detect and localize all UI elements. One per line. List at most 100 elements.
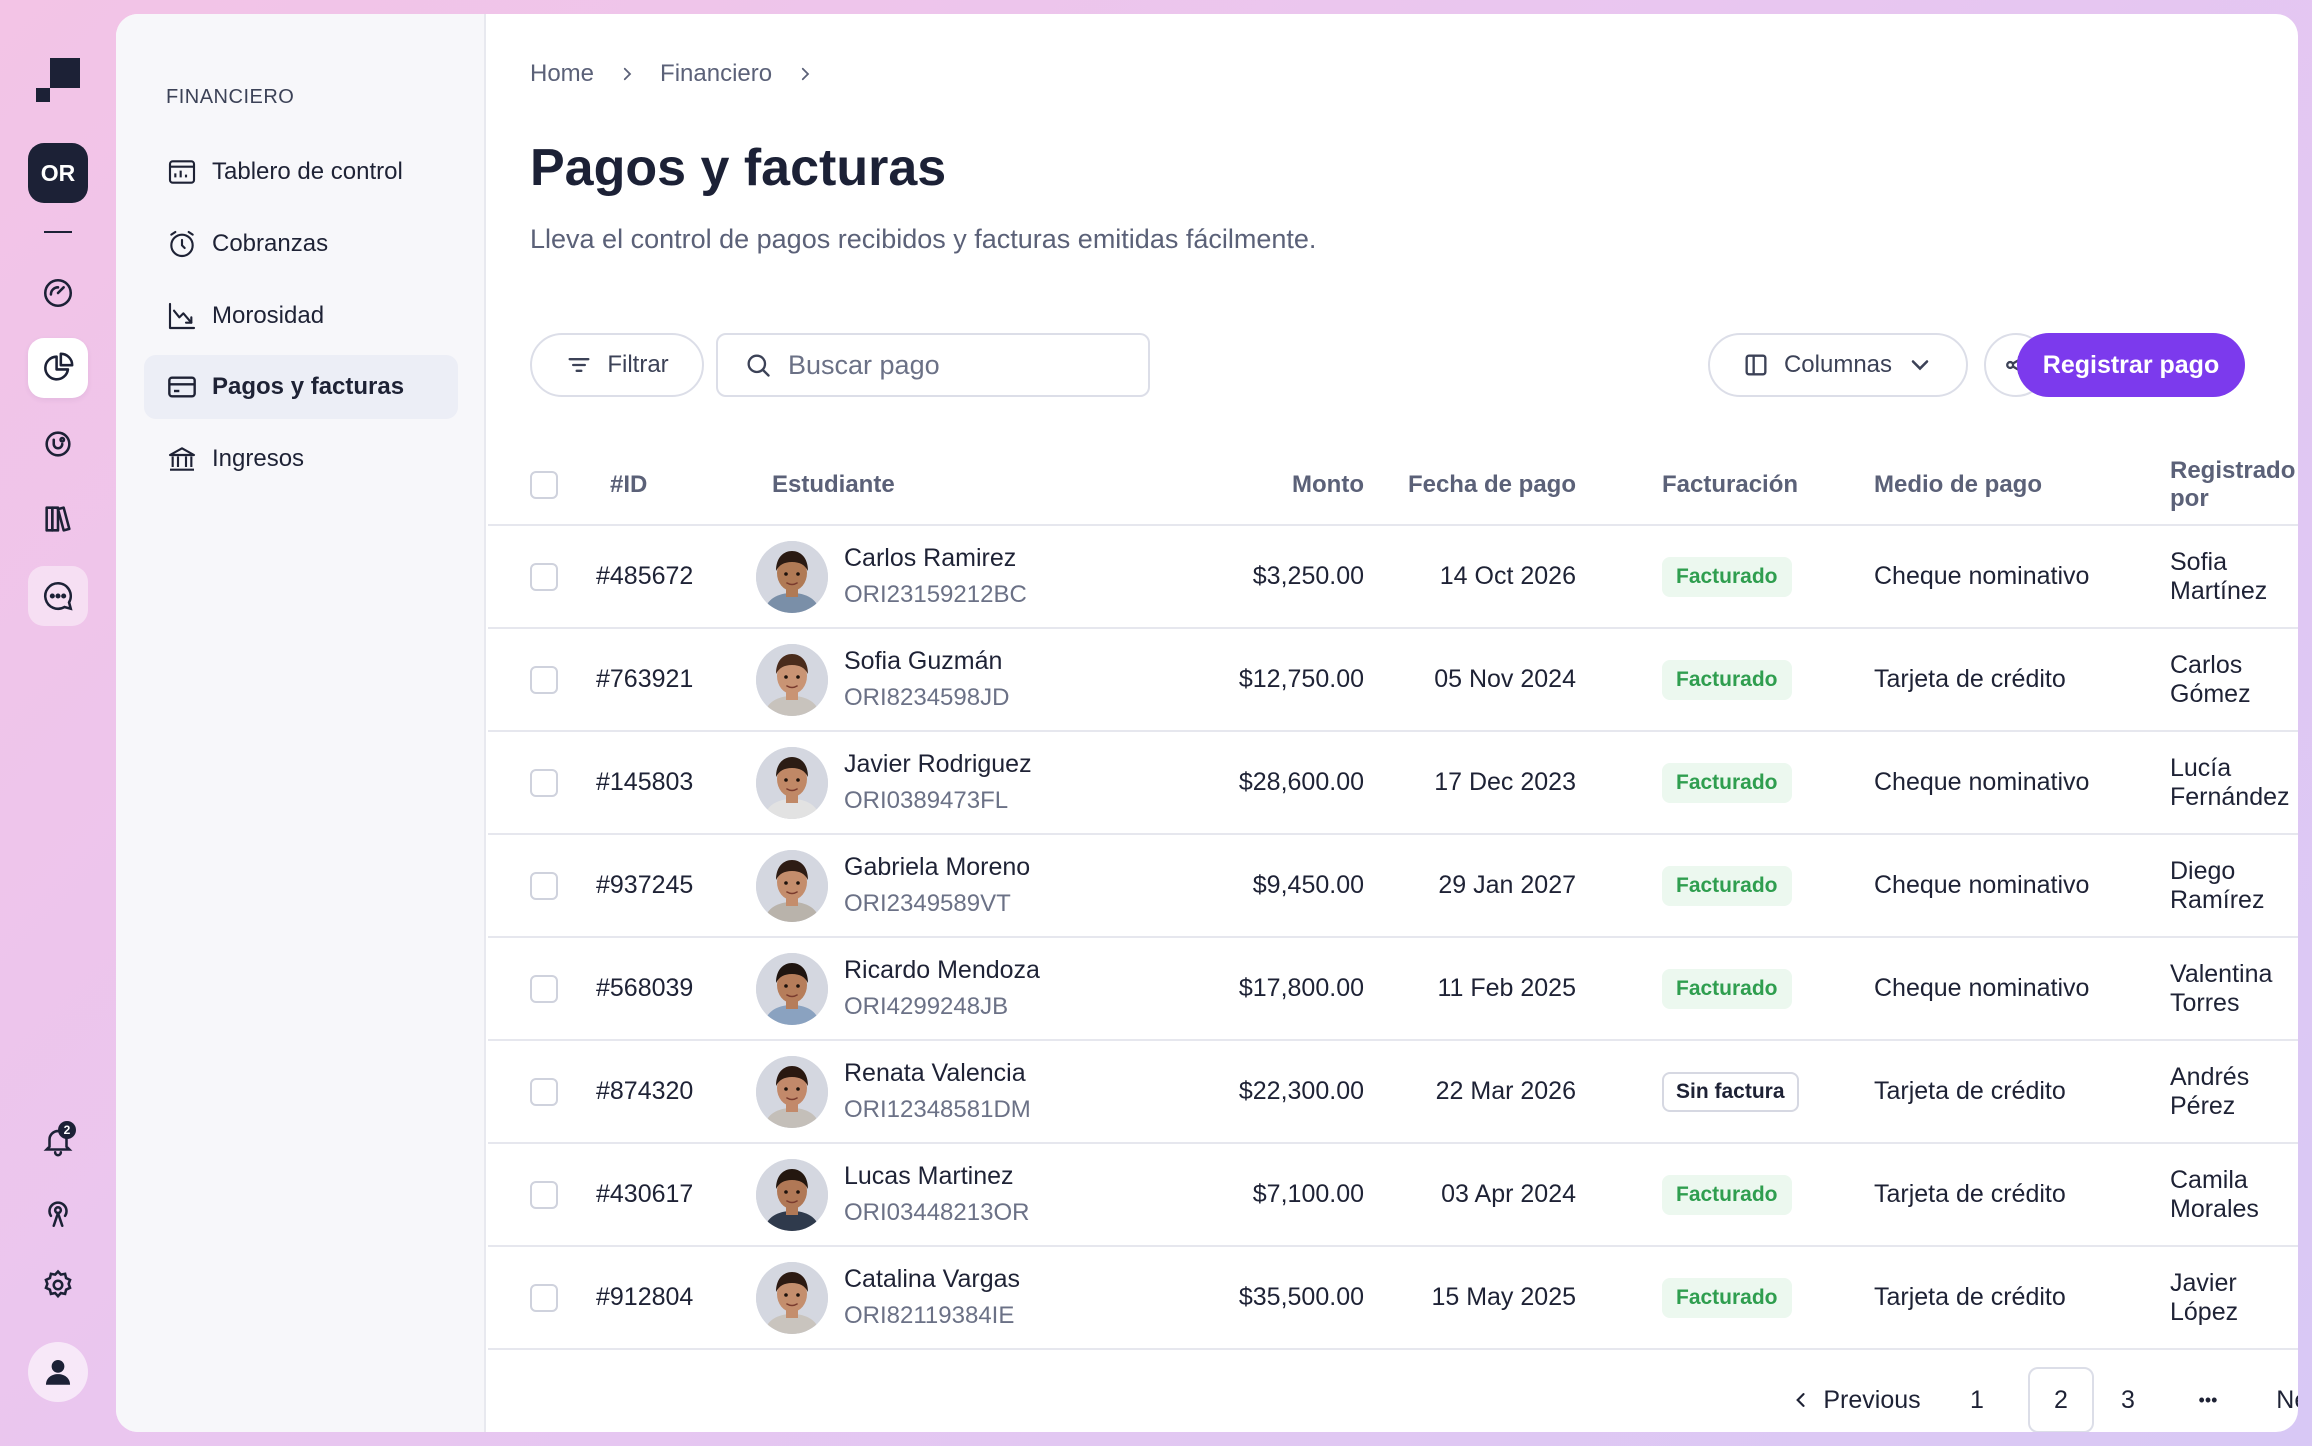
- payment-method: Cheque nominativo: [1874, 974, 2090, 1002]
- rail-finance[interactable]: [28, 338, 88, 398]
- student-name[interactable]: Lucas Martinez: [844, 1162, 1014, 1190]
- sidebar-item-dashboard[interactable]: Tablero de control: [144, 140, 458, 204]
- previous-page-button[interactable]: Previous: [1788, 1367, 1924, 1432]
- student-code: ORI82119384IE: [844, 1302, 1015, 1329]
- billing-cell: Facturado: [1662, 938, 1792, 1039]
- student-name[interactable]: Catalina Vargas: [844, 1265, 1021, 1293]
- filter-button[interactable]: Filtrar: [530, 333, 704, 397]
- table-row[interactable]: #485672 Carlos Ramirez ORI23159212BC $3,250…: [488, 526, 2298, 629]
- rail-messages[interactable]: [28, 566, 88, 626]
- student-name[interactable]: Carlos Ramirez: [844, 544, 1017, 572]
- rail-settings[interactable]: [28, 1255, 88, 1315]
- registered-by: Valentina Torres: [2170, 959, 2273, 1017]
- registered-by: Diego Ramírez: [2170, 856, 2265, 914]
- row-checkbox[interactable]: [530, 665, 558, 694]
- gear-icon: [44, 1269, 72, 1299]
- sidebar-item-label: Ingresos: [212, 445, 305, 472]
- row-checkbox[interactable]: [530, 871, 558, 900]
- select-all-checkbox[interactable]: [530, 471, 558, 499]
- sidebar-item-delinquency[interactable]: Morosidad: [144, 284, 458, 348]
- columns-label: Columnas: [1783, 351, 1893, 378]
- chat-icon: [44, 581, 73, 611]
- next-page-button[interactable]: Next: [2258, 1367, 2298, 1432]
- billing-cell: Facturado: [1662, 1144, 1792, 1245]
- sidebar-item-income[interactable]: Ingresos: [144, 427, 458, 491]
- sidebar-item-payments[interactable]: Pagos y facturas: [144, 355, 458, 419]
- row-checkbox[interactable]: [530, 768, 558, 797]
- breadcrumb: Home Financiero: [530, 60, 814, 88]
- page-3-button[interactable]: 3: [2121, 1385, 2135, 1414]
- header-registered-by[interactable]: Registrado por: [2170, 457, 2296, 512]
- student-name[interactable]: Javier Rodriguez: [844, 750, 1032, 778]
- breadcrumb-financiero[interactable]: Financiero: [660, 60, 773, 87]
- status-badge: Facturado: [1662, 1174, 1792, 1215]
- table-row[interactable]: #430617 Lucas Martinez ORI03448213OR $7,100…: [488, 1144, 2298, 1247]
- next-label: Next: [2276, 1385, 2298, 1414]
- avatar: [756, 540, 828, 613]
- chevron-down-icon: [1911, 360, 1929, 371]
- rail-broadcast[interactable]: [28, 1183, 88, 1243]
- student-cell: Carlos Ramirez ORI23159212BC: [756, 526, 1027, 627]
- row-checkbox[interactable]: [530, 1180, 558, 1209]
- table-row[interactable]: #145803 Javier Rodriguez ORI0389473FL $28,6…: [488, 732, 2298, 835]
- search-input[interactable]: [788, 349, 1118, 381]
- payment-method: Cheque nominativo: [1874, 768, 2090, 796]
- rail-library[interactable]: [28, 489, 88, 549]
- row-checkbox[interactable]: [530, 562, 558, 591]
- avatar: [756, 746, 828, 819]
- row-checkbox[interactable]: [530, 1077, 558, 1106]
- rail-notifications[interactable]: 2: [28, 1111, 88, 1171]
- columns-button[interactable]: Columnas: [1708, 333, 1968, 397]
- page-subtitle: Lleva el control de pagos recibidos y fa…: [530, 224, 1317, 254]
- columns-icon: [1745, 354, 1767, 376]
- sidebar-item-collections[interactable]: Cobranzas: [144, 212, 458, 276]
- table-row[interactable]: #912804 Catalina Vargas ORI82119384IE $35,5…: [488, 1247, 2298, 1350]
- student-code: ORI0389473FL: [844, 787, 1009, 814]
- status-badge: Facturado: [1662, 762, 1792, 803]
- amount: $17,800.00: [1238, 974, 1364, 1002]
- page-2-button[interactable]: 2: [2028, 1367, 2094, 1432]
- header-amount[interactable]: Monto: [1292, 471, 1364, 498]
- student-name[interactable]: Ricardo Mendoza: [844, 956, 1040, 984]
- app-logo[interactable]: [36, 58, 80, 102]
- student-code: ORI2349589VT: [844, 890, 1011, 917]
- registered-by: Javier López: [2170, 1268, 2239, 1326]
- org-switcher[interactable]: OR: [28, 143, 88, 203]
- rail-health[interactable]: [28, 414, 88, 474]
- student-name[interactable]: Sofia Guzmán: [844, 647, 1003, 675]
- user-profile-button[interactable]: [28, 1342, 88, 1402]
- chevron-right-icon: [801, 67, 810, 81]
- row-select-cell: [530, 629, 558, 730]
- header-student[interactable]: Estudiante: [772, 471, 895, 498]
- breadcrumb-home[interactable]: Home: [530, 60, 595, 87]
- header-method[interactable]: Medio de pago: [1874, 471, 2042, 498]
- page-1-button[interactable]: 1: [1970, 1385, 1984, 1414]
- register-payment-button[interactable]: Registrar pago: [2017, 333, 2245, 397]
- student-cell: Gabriela Moreno ORI2349589VT: [756, 835, 1030, 936]
- header-billing[interactable]: Facturación: [1662, 471, 1799, 498]
- rail-dashboard[interactable]: [28, 263, 88, 323]
- student-name[interactable]: Renata Valencia: [844, 1059, 1026, 1087]
- table-row[interactable]: #874320 Renata Valencia ORI12348581DM $22,3…: [488, 1041, 2298, 1144]
- payment-date: 11 Feb 2025: [1437, 974, 1576, 1002]
- avatar: [756, 643, 828, 716]
- status-badge: Facturado: [1662, 865, 1792, 906]
- payment-date: 22 Mar 2026: [1435, 1077, 1576, 1105]
- row-select-cell: [530, 1041, 558, 1142]
- more-pages[interactable]: •••: [2198, 1389, 2218, 1410]
- registered-by: Carlos Gómez: [2170, 650, 2251, 708]
- student-cell: Lucas Martinez ORI03448213OR: [756, 1144, 1029, 1245]
- table-row[interactable]: #568039 Ricardo Mendoza ORI4299248JB $17,80…: [488, 938, 2298, 1041]
- header-id[interactable]: #ID: [610, 471, 648, 498]
- amount: $22,300.00: [1238, 1077, 1364, 1105]
- row-checkbox[interactable]: [530, 1283, 558, 1312]
- payment-method: Tarjeta de crédito: [1874, 1077, 2066, 1105]
- student-name[interactable]: Gabriela Moreno: [844, 853, 1031, 881]
- row-checkbox[interactable]: [530, 974, 558, 1003]
- header-date[interactable]: Fecha de pago: [1407, 471, 1576, 498]
- table-row[interactable]: #937245 Gabriela Moreno ORI2349589VT $9,450…: [488, 835, 2298, 938]
- search-box[interactable]: [716, 333, 1150, 397]
- table-row[interactable]: #763921 Sofia Guzmán ORI8234598JD $12,750.0…: [488, 629, 2298, 732]
- sidebar-item-label: Cobranzas: [212, 230, 329, 257]
- payment-date: 14 Oct 2026: [1439, 562, 1576, 590]
